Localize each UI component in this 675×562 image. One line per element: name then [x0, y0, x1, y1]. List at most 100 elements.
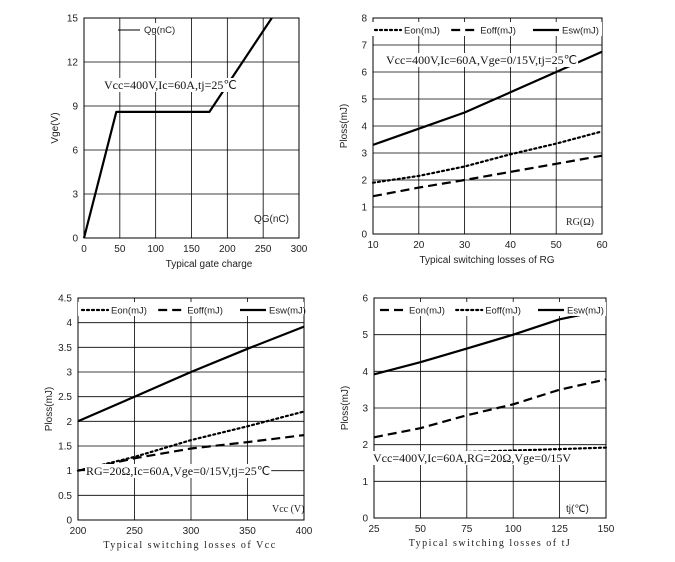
y-tick-label: 12 [67, 58, 79, 69]
y-tick-label: 1 [66, 466, 72, 477]
x-tick-label: 75 [461, 524, 473, 535]
y-axis-title: Ploss(mJ) [340, 386, 351, 430]
x-axis-title: Typical switching losses of Vcc [103, 540, 276, 551]
axis-unit-label: RG(Ω) [566, 217, 594, 228]
y-tick-label: 0 [361, 230, 367, 241]
series-line-eswmj [77, 325, 305, 423]
y-tick-label: 2.5 [58, 392, 72, 403]
condition-annotation: Vcc=400V,Ic=60A,Vge=0/15V,tj=25℃ [386, 53, 577, 67]
x-tick-label: 25 [368, 524, 380, 535]
x-tick-label: 400 [296, 526, 313, 537]
chart-rg: 0 1 2 3 4 5 6 7 8 10 20 30 40 50 60 Eon(mJ) Eoff(mJ) Esw(… [339, 14, 608, 267]
x-tick-label: 150 [598, 524, 615, 535]
x-tick-label: 200 [219, 244, 236, 255]
y-tick-label: 4.5 [58, 294, 72, 305]
y-tick-label: 15 [67, 14, 79, 25]
legend-label: Esw(mJ) [567, 306, 604, 317]
legend-label: Eon(mJ) [409, 306, 445, 317]
plot-frame [77, 297, 305, 521]
x-tick-label: 125 [551, 524, 568, 535]
series-line-eoffmj [372, 154, 603, 198]
x-tick-label: 10 [367, 240, 379, 251]
y-tick-label: 9 [72, 102, 78, 113]
series-line-eoffmj [77, 434, 305, 472]
x-tick-label: 150 [183, 244, 200, 255]
x-axis-title: Typical switching losses of tJ [409, 538, 572, 549]
plot-frame [372, 17, 603, 235]
chart-vcc: 0 0.5 1 1.5 2 2.5 3 3.5 4 4.5 200 250 300 350 400 Eon(m… [44, 294, 313, 552]
y-tick-label: 6 [361, 68, 367, 79]
x-tick-label: 200 [70, 526, 87, 537]
y-tick-label: 0 [66, 516, 72, 527]
x-axis-title: Typical switching losses of RG [419, 255, 554, 266]
axis-unit-label: QG(nC) [254, 214, 289, 225]
y-tick-label: 5 [361, 95, 367, 106]
x-tick-label: 300 [291, 244, 308, 255]
y-tick-label: 3 [72, 190, 78, 201]
series-line-eonmj [373, 378, 607, 439]
x-tick-label: 250 [126, 526, 143, 537]
legend-label: Eon(mJ) [404, 26, 440, 37]
condition-bg [372, 451, 573, 465]
x-tick-label: 30 [459, 240, 471, 251]
chart-tj: 0 1 2 3 4 5 6 25 50 75 100 125 150 Eon(mJ) Eoff(mJ) Esw… [340, 294, 615, 550]
y-axis-title: Ploss(mJ) [339, 104, 350, 148]
y-tick-label: 5 [362, 330, 368, 341]
legend-label: Eoff(mJ) [480, 26, 516, 37]
x-tick-label: 300 [183, 526, 200, 537]
x-tick-label: 250 [255, 244, 272, 255]
condition-bg [85, 464, 272, 478]
legend-bg [142, 23, 186, 35]
y-tick-label: 2 [361, 176, 367, 187]
legend-label: Qg(nC) [144, 25, 175, 36]
y-tick-label: 3 [66, 368, 72, 379]
y-tick-label: 7 [361, 41, 367, 52]
y-tick-label: 1 [362, 477, 368, 488]
legend-bg [78, 302, 304, 316]
x-tick-label: 60 [596, 240, 608, 251]
y-tick-label: 4 [66, 318, 72, 329]
axis-unit-label: Vcc (V) [272, 504, 304, 515]
legend-bg [376, 302, 606, 316]
condition-annotation: Vcc=400V,Ic=60A,tj=25℃ [104, 78, 237, 92]
x-tick-label: 50 [551, 240, 563, 251]
legend-bg [371, 22, 602, 36]
y-tick-label: 4 [362, 367, 368, 378]
y-tick-label: 8 [361, 14, 367, 25]
condition-bg [385, 53, 579, 67]
y-tick-label: 2 [66, 417, 72, 428]
series-line-eswmj [373, 308, 607, 376]
series-line-qgnc [82, 17, 273, 239]
y-tick-label: 4 [361, 122, 367, 133]
y-tick-label: 0.5 [58, 491, 72, 502]
y-tick-label: 1 [361, 203, 367, 214]
x-tick-label: 50 [114, 244, 126, 255]
x-tick-label: 40 [505, 240, 517, 251]
x-tick-label: 0 [81, 244, 87, 255]
axis-unit-label: tj(℃) [566, 504, 589, 515]
legend-label: Esw(mJ) [269, 306, 306, 317]
legend-label: Eon(mJ) [111, 306, 147, 317]
x-tick-label: 100 [505, 524, 522, 535]
y-tick-label: 3 [362, 404, 368, 415]
legend-label: Esw(mJ) [562, 26, 599, 37]
y-tick-label: 3 [361, 149, 367, 160]
x-tick-label: 350 [239, 526, 256, 537]
y-tick-label: 0 [362, 514, 368, 525]
condition-bg [103, 78, 238, 92]
y-axis-title: Vge(V) [50, 112, 61, 143]
x-axis-title: Typical gate charge [166, 259, 253, 270]
series-line-eswmj [372, 50, 603, 146]
x-tick-label: 20 [413, 240, 425, 251]
y-tick-label: 3.5 [58, 343, 72, 354]
condition-annotation: RG=20Ω,Ic=60A,Vge=0/15V,tj=25℃ [86, 464, 270, 478]
y-tick-label: 0 [72, 234, 78, 245]
legend-label: Eoff(mJ) [187, 306, 223, 317]
plot-frame [373, 297, 607, 519]
legend-label: Eoff(mJ) [485, 306, 521, 317]
x-tick-label: 100 [147, 244, 164, 255]
y-axis-title: Ploss(mJ) [44, 387, 55, 431]
y-tick-label: 6 [72, 146, 78, 157]
